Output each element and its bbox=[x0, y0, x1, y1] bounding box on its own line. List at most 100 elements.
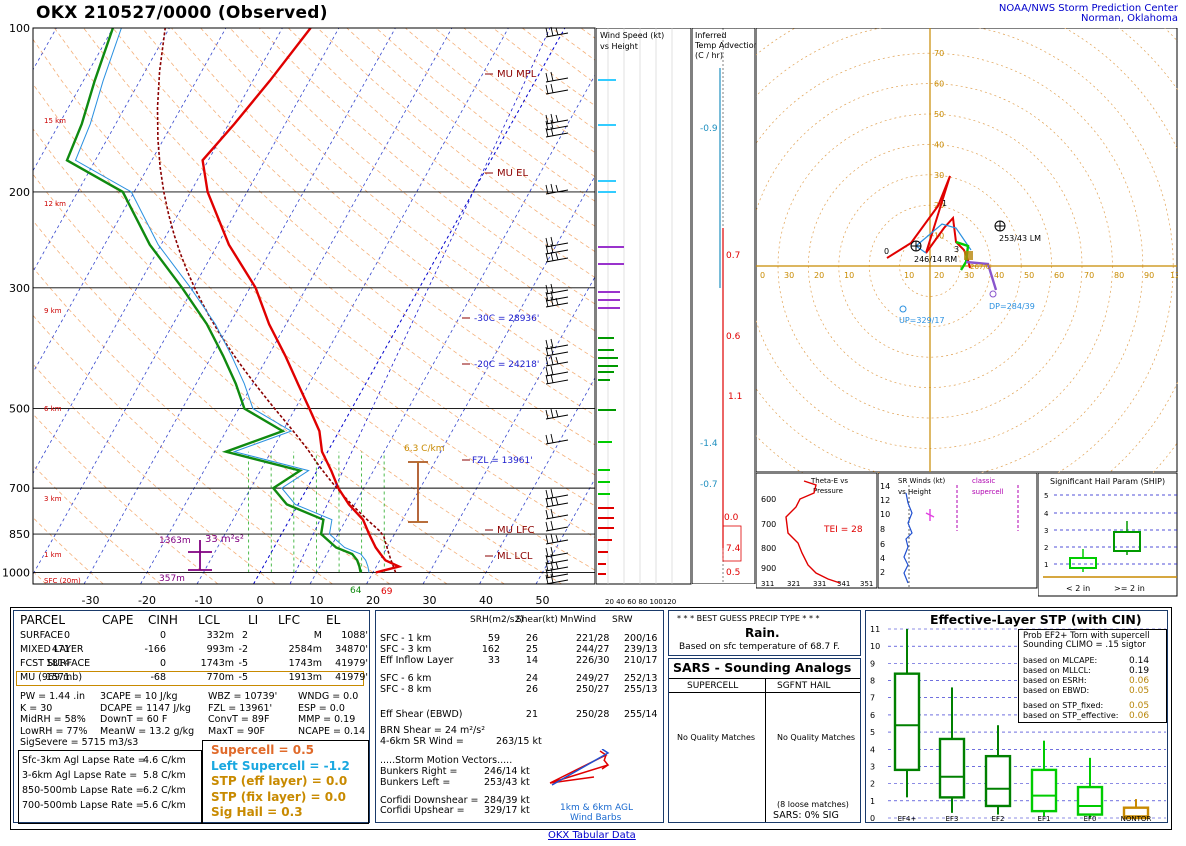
parcel-index: LowRH = 77% bbox=[20, 725, 88, 737]
storm-motion: 253/43 kt bbox=[484, 777, 530, 788]
stp-ytick: 4 bbox=[870, 745, 875, 754]
dry-adiabat bbox=[522, 28, 595, 84]
precip-title: * * * BEST GUESS PRECIP TYPE * * * bbox=[677, 614, 820, 623]
sr-winds-chart: SR Winds (kt) vs Height classic supercel… bbox=[878, 473, 1038, 589]
hodo-lm-label: 253/43 LM bbox=[999, 234, 1041, 243]
sfc-dewpoint-label: 64 bbox=[350, 586, 362, 596]
parcel-cell: 1571 bbox=[45, 672, 70, 683]
isotherm bbox=[33, 28, 340, 576]
pressure-tick: 100 bbox=[9, 22, 30, 35]
skew-t-chart: 100 200 300 500 700 850 1000 -30 -20 -10 0 10 20 30 40… bbox=[2, 22, 596, 607]
parcel-cell: 1088' bbox=[341, 630, 368, 641]
wind-barb bbox=[545, 243, 569, 255]
storm-motion: Corfidi Upshear = bbox=[380, 804, 465, 816]
wind-barb bbox=[545, 119, 569, 131]
parcel-header: LFC bbox=[278, 613, 300, 627]
stp-prob-title: Prob EF2+ Torn with supercell bbox=[1023, 631, 1150, 641]
dry-adiabat bbox=[33, 173, 505, 584]
wsh-title-2: vs Height bbox=[600, 42, 638, 51]
hodo-x-label: 10 bbox=[844, 271, 854, 280]
hodo-up-marker bbox=[899, 305, 907, 313]
pressure-tick: 500 bbox=[9, 403, 30, 416]
kin-header: Shear(kt) bbox=[516, 615, 558, 625]
mu-lfc-label: MU LFC bbox=[497, 525, 534, 536]
precip-note: Based on sfc temperature of 68.7 F. bbox=[679, 642, 840, 652]
dry-adiabat bbox=[83, 28, 595, 476]
kin-cell: 221/28 bbox=[576, 633, 610, 644]
org-line-2: Norman, Oklahoma bbox=[1081, 13, 1178, 24]
tadv-value: 0.5 bbox=[726, 568, 740, 578]
stp-ytick: 6 bbox=[870, 711, 875, 720]
stp-category: EF2 bbox=[992, 815, 1005, 822]
kin-header: MnWind bbox=[560, 615, 597, 625]
storm-motion: 329/17 kt bbox=[484, 804, 530, 816]
org-line-1: NOAA/NWS Storm Prediction Center bbox=[998, 3, 1178, 14]
isotherm bbox=[196, 28, 509, 584]
composite-index: STP (eff layer) = 0.0 bbox=[211, 774, 348, 788]
tadv-title-1: Inferred bbox=[695, 31, 726, 40]
stp-prob-title: Sounding CLIMO = .15 sigtor bbox=[1023, 640, 1146, 650]
isotherm bbox=[83, 28, 396, 584]
parcel-index: MidRH = 58% bbox=[20, 714, 86, 725]
wind-barb bbox=[545, 533, 569, 545]
parcel-panel: PARCEL CAPE CINH LCL LI LFC EL SURFACE 0 0 332m 2 M… bbox=[13, 610, 370, 824]
hodo-3km-label: 3 bbox=[954, 245, 959, 254]
temperature-profile bbox=[201, 28, 403, 574]
theta-e-profile bbox=[785, 480, 841, 584]
hodo-x-label: 30 bbox=[784, 271, 794, 280]
isotherm bbox=[140, 28, 453, 584]
hodo-ring-label: 70 bbox=[934, 49, 944, 58]
ship-box-ge2 bbox=[1113, 531, 1141, 552]
parcel-cell: 0 bbox=[159, 658, 166, 669]
kinematics-panel: SRH(m2/s2) Shear(kt) MnWind SRW SFC - 1 km 5… bbox=[375, 610, 664, 823]
kin-cell: 239/13 bbox=[624, 644, 658, 655]
parcel-trace bbox=[156, 28, 397, 573]
parcel-index: MeanW = 13.2 g/kg bbox=[100, 725, 195, 737]
hodo-1km-label: 1 bbox=[942, 199, 947, 208]
stp-category: NONTOR bbox=[1121, 815, 1152, 822]
isotherm bbox=[309, 74, 595, 584]
hodo-x-label: 50 bbox=[1024, 271, 1034, 280]
wind-barb bbox=[545, 236, 569, 248]
stp-prob-label: based on STP_effective: bbox=[1023, 711, 1119, 720]
hodo-x-label: 10 bbox=[904, 271, 914, 280]
stp-prob-value: 0.05 bbox=[1129, 686, 1150, 696]
wind-barb bbox=[545, 26, 569, 38]
stp-prob-value: 0.06 bbox=[1129, 676, 1150, 686]
hodo-dp-marker bbox=[989, 290, 997, 298]
parcel-cell: 471 bbox=[51, 644, 70, 655]
thetae-ytick: 700 bbox=[761, 520, 776, 529]
composite-index: Supercell = 0.5 bbox=[211, 743, 314, 757]
lapse-rate: 850-500mb Lapse Rate = bbox=[22, 785, 144, 796]
stp-category: EF3 bbox=[946, 815, 959, 822]
thetae-title-2: Pressure bbox=[813, 487, 843, 495]
height-marker: 1 km bbox=[44, 551, 62, 559]
ship-ytick: 1 bbox=[1044, 561, 1048, 569]
hodo-x-label: 20 bbox=[814, 271, 824, 280]
wind-barb bbox=[545, 365, 569, 377]
wind-barb bbox=[545, 290, 569, 302]
height-marker: 3 km bbox=[44, 495, 62, 503]
kin-cell: 250/27 bbox=[576, 684, 610, 695]
minus-30c-label: -30C = 28936' bbox=[474, 314, 539, 324]
isotherm bbox=[33, 28, 227, 374]
ship-cat-1: < 2 in bbox=[1066, 584, 1090, 593]
tabular-data-link[interactable]: OKX Tabular Data bbox=[548, 830, 636, 841]
hodo-trace-6-9 bbox=[965, 260, 998, 291]
height-marker: SFC (20m) bbox=[44, 577, 81, 585]
wind-barb bbox=[545, 433, 569, 445]
parcel-cell: 332m bbox=[206, 630, 234, 641]
kin-cell: 26 bbox=[525, 684, 538, 695]
parcel-cell: 770m bbox=[206, 672, 234, 683]
kin-cell: 26 bbox=[525, 633, 538, 644]
parcel-cell: -5 bbox=[238, 672, 248, 683]
srw-ytick: 6 bbox=[880, 540, 885, 549]
kin-cell: 249/27 bbox=[576, 673, 610, 684]
minus-20c-label: -20C = 24218' bbox=[474, 360, 539, 370]
pressure-tick: 850 bbox=[9, 528, 30, 541]
stp-ytick: 5 bbox=[870, 728, 875, 737]
kin-cell: 200/16 bbox=[624, 633, 658, 644]
kin-cell: 21 bbox=[525, 709, 538, 720]
stp-ytick: 8 bbox=[870, 677, 875, 686]
hodo-x-label: 70 bbox=[1084, 271, 1094, 280]
